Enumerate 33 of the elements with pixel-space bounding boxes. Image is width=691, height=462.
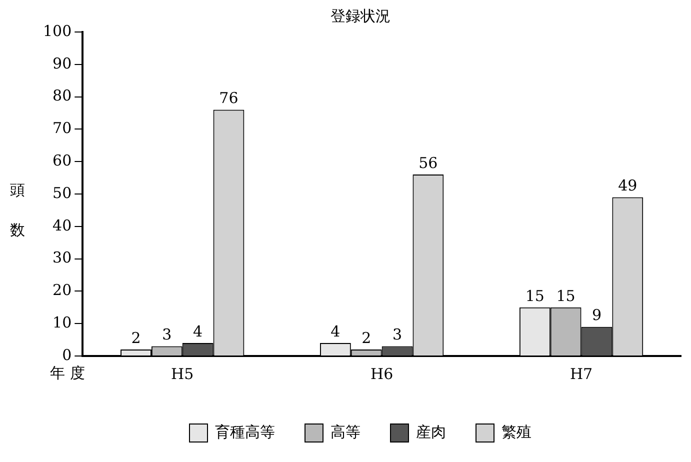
y-tick-label: 30 [52, 248, 72, 267]
y-tick-label: 50 [52, 184, 72, 202]
data-label: 4 [330, 322, 340, 340]
data-label: 2 [362, 328, 372, 347]
data-label: 49 [618, 176, 638, 195]
data-label: 76 [219, 89, 238, 108]
y-tick-label: 60 [52, 151, 72, 170]
chart-title: 登録状況 [330, 6, 390, 25]
data-label: 9 [592, 306, 602, 324]
x-axis-title: 年 度 [50, 364, 85, 383]
data-label: 56 [418, 154, 438, 172]
data-label: 15 [556, 286, 576, 305]
y-tick-label: 100 [42, 22, 72, 40]
legend-label: 産肉 [416, 422, 446, 441]
y-tick-label: 20 [52, 281, 72, 300]
y-tick-label: 70 [52, 119, 72, 138]
y-tick-label: 90 [52, 54, 72, 72]
y-tick-label: 80 [52, 86, 72, 105]
legend-label: 繁殖 [502, 422, 532, 441]
data-label: 3 [162, 326, 172, 344]
text: 頭数 [10, 181, 25, 239]
data-label: 2 [131, 328, 141, 347]
data-label: 4 [193, 322, 203, 340]
data-label: 15 [525, 286, 544, 305]
legend-label: 育種高等 [215, 422, 275, 441]
x-tick-label: H6 [370, 364, 394, 383]
data-label: 3 [392, 326, 402, 344]
x-tick-label: H5 [171, 364, 194, 383]
y-tick-label: 10 [52, 313, 72, 332]
x-tick-label: H7 [570, 364, 593, 383]
legend-label: 高等 [330, 422, 360, 441]
y-tick-label: 0 [62, 346, 72, 364]
y-tick-label: 40 [52, 216, 72, 234]
